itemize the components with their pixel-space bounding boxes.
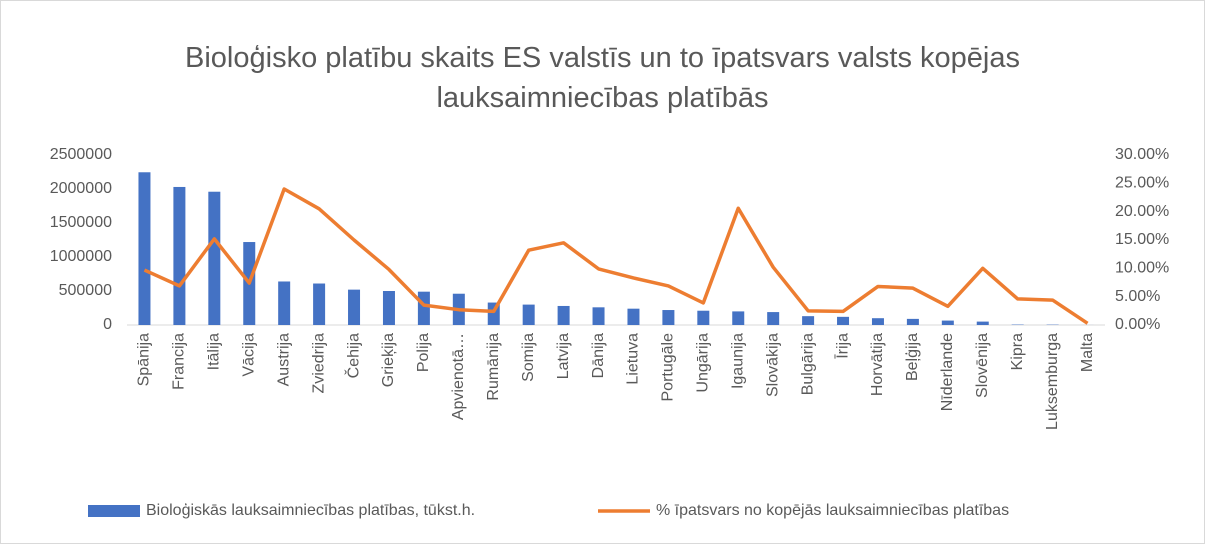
x-tick-label: Igaunija — [729, 333, 746, 389]
x-tick-label: Vācija — [240, 333, 257, 377]
bar — [767, 312, 780, 325]
bar — [627, 308, 640, 325]
bar — [976, 321, 989, 325]
legend-swatch — [88, 505, 140, 517]
y2-tick-label: 5.00% — [1115, 288, 1160, 305]
x-tick-label: Slovākija — [764, 333, 781, 397]
x-tick-label: Bulgārija — [799, 333, 816, 395]
x-tick-label: Zviedrija — [310, 333, 327, 394]
chart-title: Bioloģisko platību skaits ES valstīs un … — [185, 42, 1020, 114]
bar — [522, 304, 535, 325]
bar — [173, 186, 186, 325]
y2-tick-label: 30.00% — [1115, 146, 1169, 163]
y-tick-label: 0 — [103, 316, 112, 333]
bar — [208, 191, 221, 325]
legend-label: % īpatsvars no kopējās lauksaimniecības … — [656, 502, 1009, 519]
y-tick-label: 500000 — [59, 282, 112, 299]
bar — [871, 318, 884, 325]
y2-tick-label: 0.00% — [1115, 316, 1160, 333]
x-tick-label: Čehija — [343, 333, 362, 378]
y-tick-label: 1500000 — [50, 214, 112, 231]
bar — [802, 316, 815, 325]
x-tick-label: Horvātija — [869, 333, 886, 396]
bar — [732, 311, 745, 325]
x-tick-label: Kipra — [1009, 333, 1026, 370]
y2-tick-label: 15.00% — [1115, 231, 1169, 248]
x-tick-label: Nīderlande — [939, 333, 956, 411]
bar — [941, 320, 954, 325]
y-tick-label: 1000000 — [50, 248, 112, 265]
bar — [382, 291, 395, 325]
x-tick-label: Beļģija — [903, 333, 921, 381]
x-tick-label: Portugāle — [660, 333, 677, 402]
x-tick-label: Slovēnija — [974, 333, 991, 398]
bar — [417, 291, 430, 325]
x-tick-label: Malta — [1079, 333, 1096, 372]
bar — [313, 283, 326, 325]
y-tick-label: 2000000 — [50, 180, 112, 197]
bar — [837, 316, 850, 325]
x-tick-label: Luksemburga — [1044, 333, 1061, 430]
x-tick-label: Somija — [520, 333, 537, 382]
x-tick-label: Lietuva — [625, 333, 642, 385]
x-tick-label: Dānija — [590, 333, 607, 378]
bar — [138, 172, 151, 325]
bar — [278, 281, 291, 325]
bar — [697, 310, 710, 325]
x-tick-label: Grieķija — [380, 333, 397, 387]
x-tick-label: Francija — [171, 333, 188, 390]
x-tick-label: Latvija — [555, 333, 572, 379]
bar — [348, 289, 361, 325]
x-tick-label: Ungārija — [695, 333, 712, 393]
y2-tick-label: 10.00% — [1115, 260, 1169, 277]
bar — [592, 307, 605, 325]
x-tick-label: Apvienotā… — [450, 333, 467, 420]
legend-label: Bioloģiskās lauksaimniecības platības, t… — [146, 501, 475, 519]
x-tick-label: Polija — [415, 333, 432, 372]
line — [143, 187, 1089, 325]
x-tick-label: Spānija — [136, 333, 153, 386]
x-tick-label: Itālija — [206, 333, 223, 370]
x-tick-label: Īrija — [833, 333, 851, 359]
bar — [557, 305, 570, 325]
bar — [906, 318, 919, 325]
y2-tick-label: 20.00% — [1115, 203, 1169, 220]
x-tick-label: Austrija — [275, 333, 292, 386]
bar — [662, 310, 675, 325]
x-tick-label: Rumānija — [485, 333, 502, 401]
y-tick-label: 2500000 — [50, 146, 112, 163]
y2-tick-label: 25.00% — [1115, 175, 1169, 192]
